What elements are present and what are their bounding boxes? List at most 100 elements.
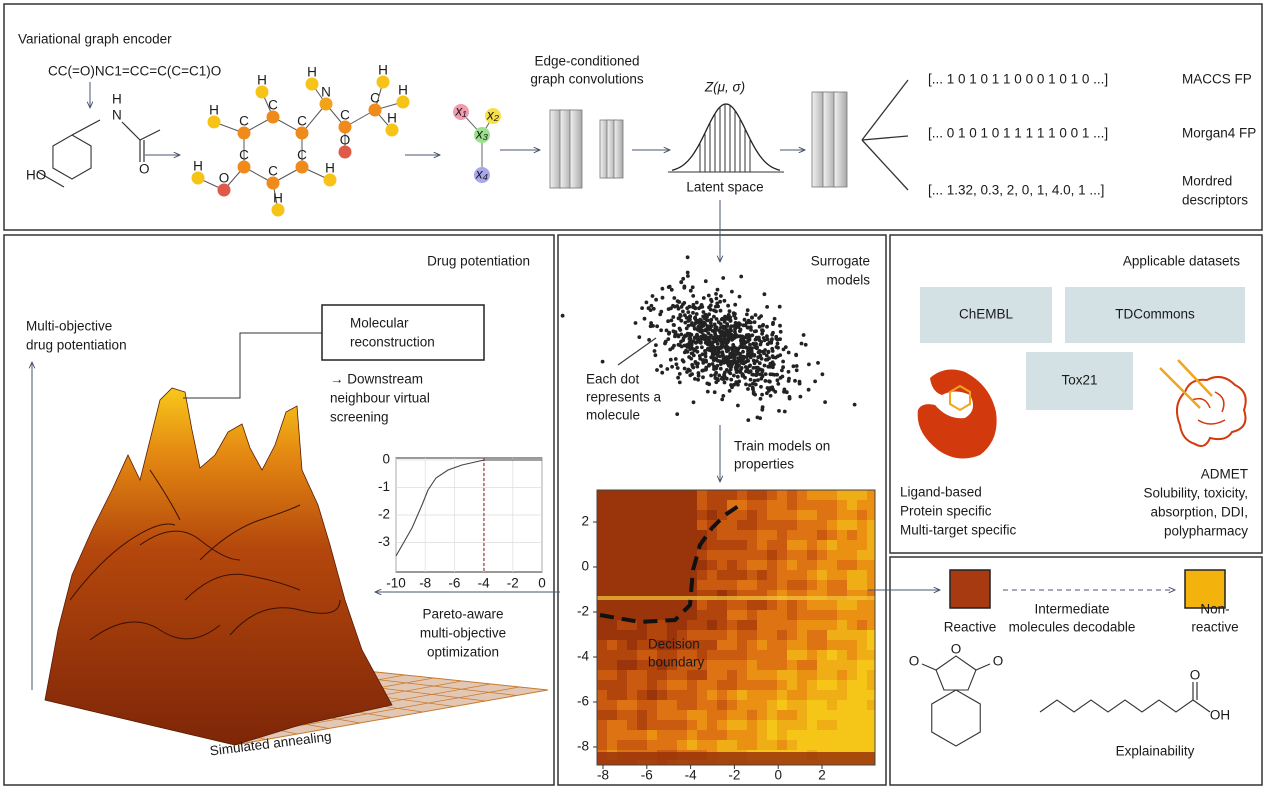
downstream-label: screening xyxy=(330,410,389,425)
fan-line xyxy=(861,79,909,141)
heatmap-cell xyxy=(697,660,708,671)
heatmap-cell xyxy=(697,550,708,561)
heatmap-cell xyxy=(647,720,658,731)
heatmap-cell xyxy=(647,740,658,751)
y-tick-label: -4 xyxy=(577,649,589,664)
molecule-dot xyxy=(691,302,696,307)
heatmap-cell xyxy=(667,580,678,591)
heatmap-cell xyxy=(787,640,798,651)
heatmap-cell xyxy=(787,680,798,691)
heatmap-cell xyxy=(737,530,748,541)
heatmap-cell xyxy=(827,730,838,741)
heatmap-cell xyxy=(677,560,688,571)
heatmap-cell xyxy=(817,720,828,731)
heatmap-cell xyxy=(687,630,698,641)
heatmap-cell xyxy=(727,680,738,691)
molecule-dot xyxy=(793,378,797,383)
heatmap-cell xyxy=(847,540,858,551)
molecule-dot xyxy=(689,356,694,361)
heatmap-cell xyxy=(817,640,828,651)
graph-atom xyxy=(217,183,231,197)
heatmap-cell xyxy=(687,610,698,621)
heatmap-cell xyxy=(847,740,858,751)
heatmap-cell xyxy=(717,730,728,741)
heatmap-cell xyxy=(687,550,698,561)
molecule-dot xyxy=(715,287,720,292)
heatmap-cell xyxy=(667,680,678,691)
heatmap-cell xyxy=(807,640,818,651)
heatmap-cell xyxy=(637,490,648,501)
heatmap-cell xyxy=(857,660,868,671)
heatmap-cell xyxy=(817,490,828,501)
molecule-dot xyxy=(748,350,753,355)
heatmap-cell xyxy=(657,530,668,541)
heatmap-cell xyxy=(777,490,788,501)
heatmap-cell xyxy=(667,490,678,501)
molecule-dot xyxy=(728,315,733,320)
molecule-dot xyxy=(717,373,722,378)
molecule-dot xyxy=(676,299,681,304)
heatmap-cell xyxy=(597,510,608,521)
vector: [... 1.32, 0.3, 2, 0, 1, 4.0, 1 ...] xyxy=(928,183,1104,198)
molecule-dot xyxy=(722,345,727,349)
molecule-dot xyxy=(672,323,676,327)
molecule-dot xyxy=(696,335,700,339)
heatmap-cell xyxy=(827,660,838,671)
heatmap-cell xyxy=(737,570,748,581)
heatmap-cell xyxy=(827,710,838,721)
molecule-dot xyxy=(651,306,656,311)
heatmap-cell xyxy=(817,630,828,641)
conv-block xyxy=(569,109,583,189)
molecule-dot xyxy=(786,350,791,355)
dot-note: Each dot xyxy=(586,372,640,387)
inset-tick-label: -4 xyxy=(478,576,490,591)
heatmap-cell xyxy=(707,490,718,501)
heatmap-cell xyxy=(847,710,858,721)
downstream-label: neighbour virtual xyxy=(330,391,430,406)
heatmap-cell xyxy=(747,510,758,521)
heatmap-cell xyxy=(757,700,768,711)
graph-atom xyxy=(237,160,251,174)
molecule-dot xyxy=(781,365,785,370)
heatmap-cell xyxy=(607,640,618,651)
heatmap-cell xyxy=(627,640,638,651)
molecule-dot xyxy=(777,409,781,413)
vector-label: MACCS FP xyxy=(1182,72,1252,87)
molecule-dot xyxy=(664,328,669,333)
heatmap-cell xyxy=(797,590,808,601)
heatmap-cell xyxy=(807,660,818,671)
heatmap-cell xyxy=(837,730,848,741)
heatmap-cell xyxy=(677,600,688,611)
molecule-dot xyxy=(760,372,764,377)
heatmap-cell xyxy=(777,630,788,641)
molecule-dot xyxy=(719,317,724,322)
heatmap-cell xyxy=(687,740,698,751)
x-tick-label: -2 xyxy=(728,768,740,783)
molecule-dot xyxy=(725,322,730,326)
heatmap-cell xyxy=(647,520,658,531)
heatmap-cell xyxy=(837,700,848,711)
heatmap-cell xyxy=(657,730,668,741)
heatmap-cell xyxy=(737,550,748,561)
molecule-dot xyxy=(697,340,702,344)
heatmap-cell xyxy=(767,550,778,561)
heatmap-cell xyxy=(857,530,868,541)
molecule-dot xyxy=(651,324,655,328)
molecule-dot xyxy=(707,305,711,310)
molecule-dot xyxy=(774,336,779,341)
molecule-dot xyxy=(705,381,710,386)
heatmap-cell xyxy=(707,500,718,511)
heatmap-cell xyxy=(757,640,768,651)
ray xyxy=(1159,367,1201,409)
heatmap-cell xyxy=(777,690,788,701)
axis-label: drug potentiation xyxy=(26,338,127,353)
molecule-dot xyxy=(743,360,748,365)
heatmap-cell xyxy=(807,720,818,731)
heatmap-cell xyxy=(697,690,708,701)
heatmap-cell xyxy=(607,600,618,611)
heatmap-cell xyxy=(727,550,738,561)
heatmap-cell xyxy=(657,580,668,591)
heatmap-cell xyxy=(697,630,708,641)
heatmap-cell xyxy=(747,720,758,731)
molecule-dot xyxy=(745,308,750,313)
